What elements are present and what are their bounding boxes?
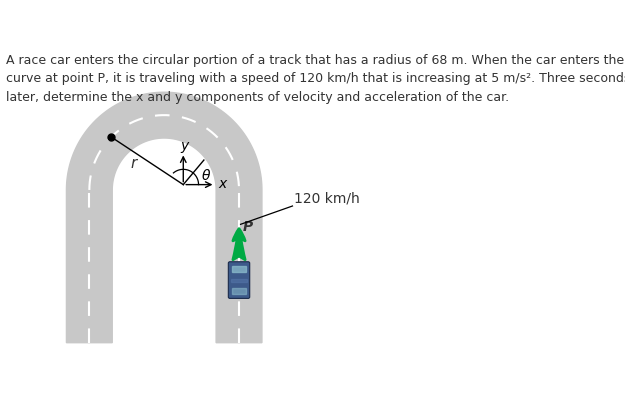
- Polygon shape: [232, 288, 246, 294]
- Text: 120 km/h: 120 km/h: [294, 191, 360, 205]
- FancyBboxPatch shape: [228, 262, 250, 299]
- Polygon shape: [66, 93, 262, 343]
- Polygon shape: [232, 267, 246, 273]
- Text: A race car enters the circular portion of a track that has a radius of 68 m. Whe: A race car enters the circular portion o…: [6, 53, 625, 103]
- Text: P: P: [243, 220, 253, 234]
- Text: x: x: [218, 176, 227, 190]
- Polygon shape: [231, 279, 248, 282]
- Text: y: y: [180, 138, 189, 152]
- Text: r: r: [131, 156, 137, 171]
- Text: θ: θ: [202, 168, 210, 182]
